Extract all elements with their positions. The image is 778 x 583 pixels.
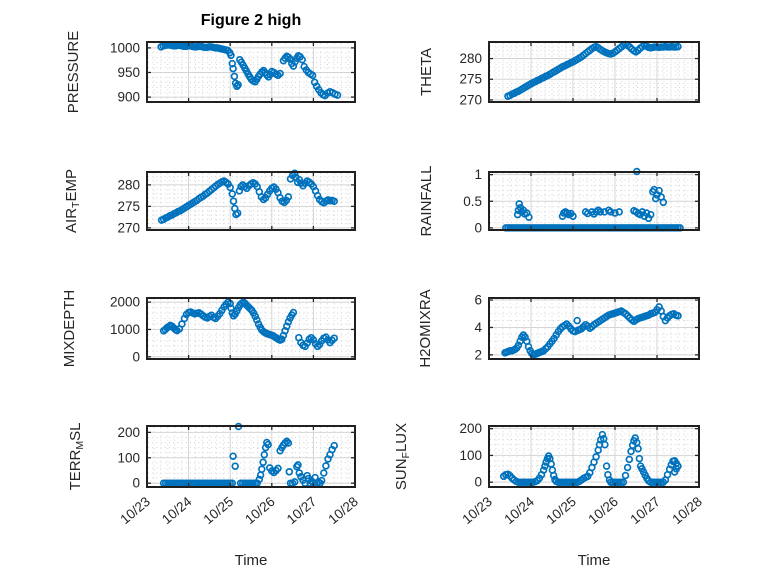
axes-box: [146, 171, 356, 231]
svg-text:270: 270: [459, 92, 482, 107]
svg-text:0.5: 0.5: [463, 194, 482, 209]
x-axis-title-right: Time: [577, 552, 611, 569]
svg-text:1000: 1000: [110, 322, 140, 337]
tick-marks: [488, 298, 700, 359]
minor-grid: [148, 43, 354, 101]
axes-box: [488, 297, 700, 360]
svg-text:10/28: 10/28: [325, 494, 361, 527]
data-points: [504, 40, 682, 100]
y-axis-label-rainfall: RAINFALL: [418, 166, 435, 237]
data-points: [159, 422, 338, 487]
svg-text:2000: 2000: [110, 295, 140, 310]
subplot-theta: 270 275 280 THETA: [418, 40, 700, 107]
axes-box: [146, 425, 356, 488]
svg-text:10/23: 10/23: [117, 494, 153, 527]
svg-text:10/27: 10/27: [284, 494, 320, 527]
svg-text:275: 275: [117, 199, 140, 214]
svg-text:1000: 1000: [110, 40, 140, 55]
subplot-terr_msl: 0 100 200 TERRMSL 10/23 10/24 10/25 10/26 10/27 1…: [67, 423, 361, 527]
svg-text:10/25: 10/25: [543, 494, 579, 527]
y-axis-label-air_temp: AIRTEMP: [63, 169, 82, 233]
subplot-mixdepth: 0 1000 2000 MIXDEPTH: [61, 290, 356, 368]
y-axis-label-sun_flux: SUNFLUX: [393, 423, 412, 490]
y-tick-labels: 270 275 280: [459, 51, 482, 107]
subplot-sun_flux: 0 100 200 SUNFLUX 10/23 10/24 10/25 10/26 10/27 1…: [393, 421, 705, 527]
tick-marks: [488, 172, 700, 230]
axes-box: [146, 297, 356, 360]
svg-text:280: 280: [117, 177, 140, 192]
y-tick-labels: 270 275 280: [117, 177, 140, 235]
y-tick-labels: 900 950 1000: [110, 40, 140, 104]
svg-text:270: 270: [117, 220, 140, 235]
y-axis-label-mixdepth: MIXDEPTH: [61, 290, 78, 368]
data-points: [499, 430, 682, 486]
axes-box: [488, 425, 700, 488]
svg-text:10/26: 10/26: [585, 494, 621, 527]
data-points: [501, 303, 682, 359]
data-points: [502, 167, 684, 232]
y-tick-labels: 0 100 200: [117, 425, 140, 491]
minor-grid: [490, 299, 698, 358]
minor-grid: [490, 173, 698, 229]
x-tick-labels: 10/23 10/24 10/25 10/26 10/27 10/28: [117, 494, 361, 528]
tick-marks: [488, 42, 700, 102]
svg-text:10/28: 10/28: [669, 494, 705, 527]
svg-text:100: 100: [459, 448, 482, 463]
figure-title: Figure 2 high: [200, 12, 302, 29]
svg-text:2: 2: [474, 347, 482, 362]
subplot-pressure: 900 950 1000 PRESSURE: [65, 31, 356, 114]
svg-text:0: 0: [474, 475, 482, 490]
tick-marks: [146, 298, 356, 359]
major-grid: [489, 42, 699, 102]
svg-text:0: 0: [132, 476, 140, 491]
svg-text:200: 200: [117, 425, 140, 440]
svg-text:10/24: 10/24: [159, 494, 195, 528]
tick-marks: [146, 426, 356, 487]
y-tick-labels: 0 1000 2000: [110, 295, 140, 365]
data-points: [157, 169, 338, 224]
svg-text:6: 6: [474, 293, 482, 308]
x-tick-labels: 10/23 10/24 10/25 10/26 10/27 10/28: [459, 494, 705, 528]
tick-marks: [146, 42, 356, 102]
svg-text:950: 950: [117, 65, 140, 80]
y-tick-labels: 2 4 6: [474, 293, 482, 363]
svg-text:10/26: 10/26: [242, 494, 278, 527]
svg-text:10/24: 10/24: [501, 494, 537, 528]
svg-text:10/25: 10/25: [201, 494, 237, 527]
data-points: [159, 298, 338, 351]
svg-text:275: 275: [459, 72, 482, 87]
svg-text:10/27: 10/27: [627, 494, 663, 527]
svg-text:4: 4: [474, 320, 482, 335]
svg-text:280: 280: [459, 51, 482, 66]
y-axis-label-h2omixra: H2OMIXRA: [417, 289, 434, 367]
x-axis-title-left: Time: [234, 552, 268, 569]
y-tick-labels: 00.51: [463, 167, 482, 235]
y-tick-labels: 0 100 200: [459, 421, 482, 490]
tick-marks: [146, 172, 356, 230]
axes-box: [488, 41, 700, 103]
svg-text:0: 0: [474, 220, 482, 235]
svg-text:0: 0: [132, 349, 140, 364]
svg-text:1: 1: [474, 167, 482, 182]
y-axis-label-theta: THETA: [418, 48, 435, 96]
svg-text:10/23: 10/23: [459, 494, 495, 527]
y-axis-label-pressure: PRESSURE: [65, 31, 82, 114]
svg-text:900: 900: [117, 90, 140, 105]
y-axis-label-terr_msl: TERRMSL: [67, 423, 86, 491]
svg-text:100: 100: [117, 450, 140, 465]
tick-marks: [488, 426, 700, 487]
svg-text:200: 200: [459, 421, 482, 436]
subplot-air_temp: 270 275 280 AIRTEMP: [63, 169, 356, 235]
minor-grid: [148, 427, 354, 486]
major-grid: [147, 298, 355, 359]
subplot-h2omixra: 2 4 6 H2OMIXRA: [417, 289, 700, 368]
